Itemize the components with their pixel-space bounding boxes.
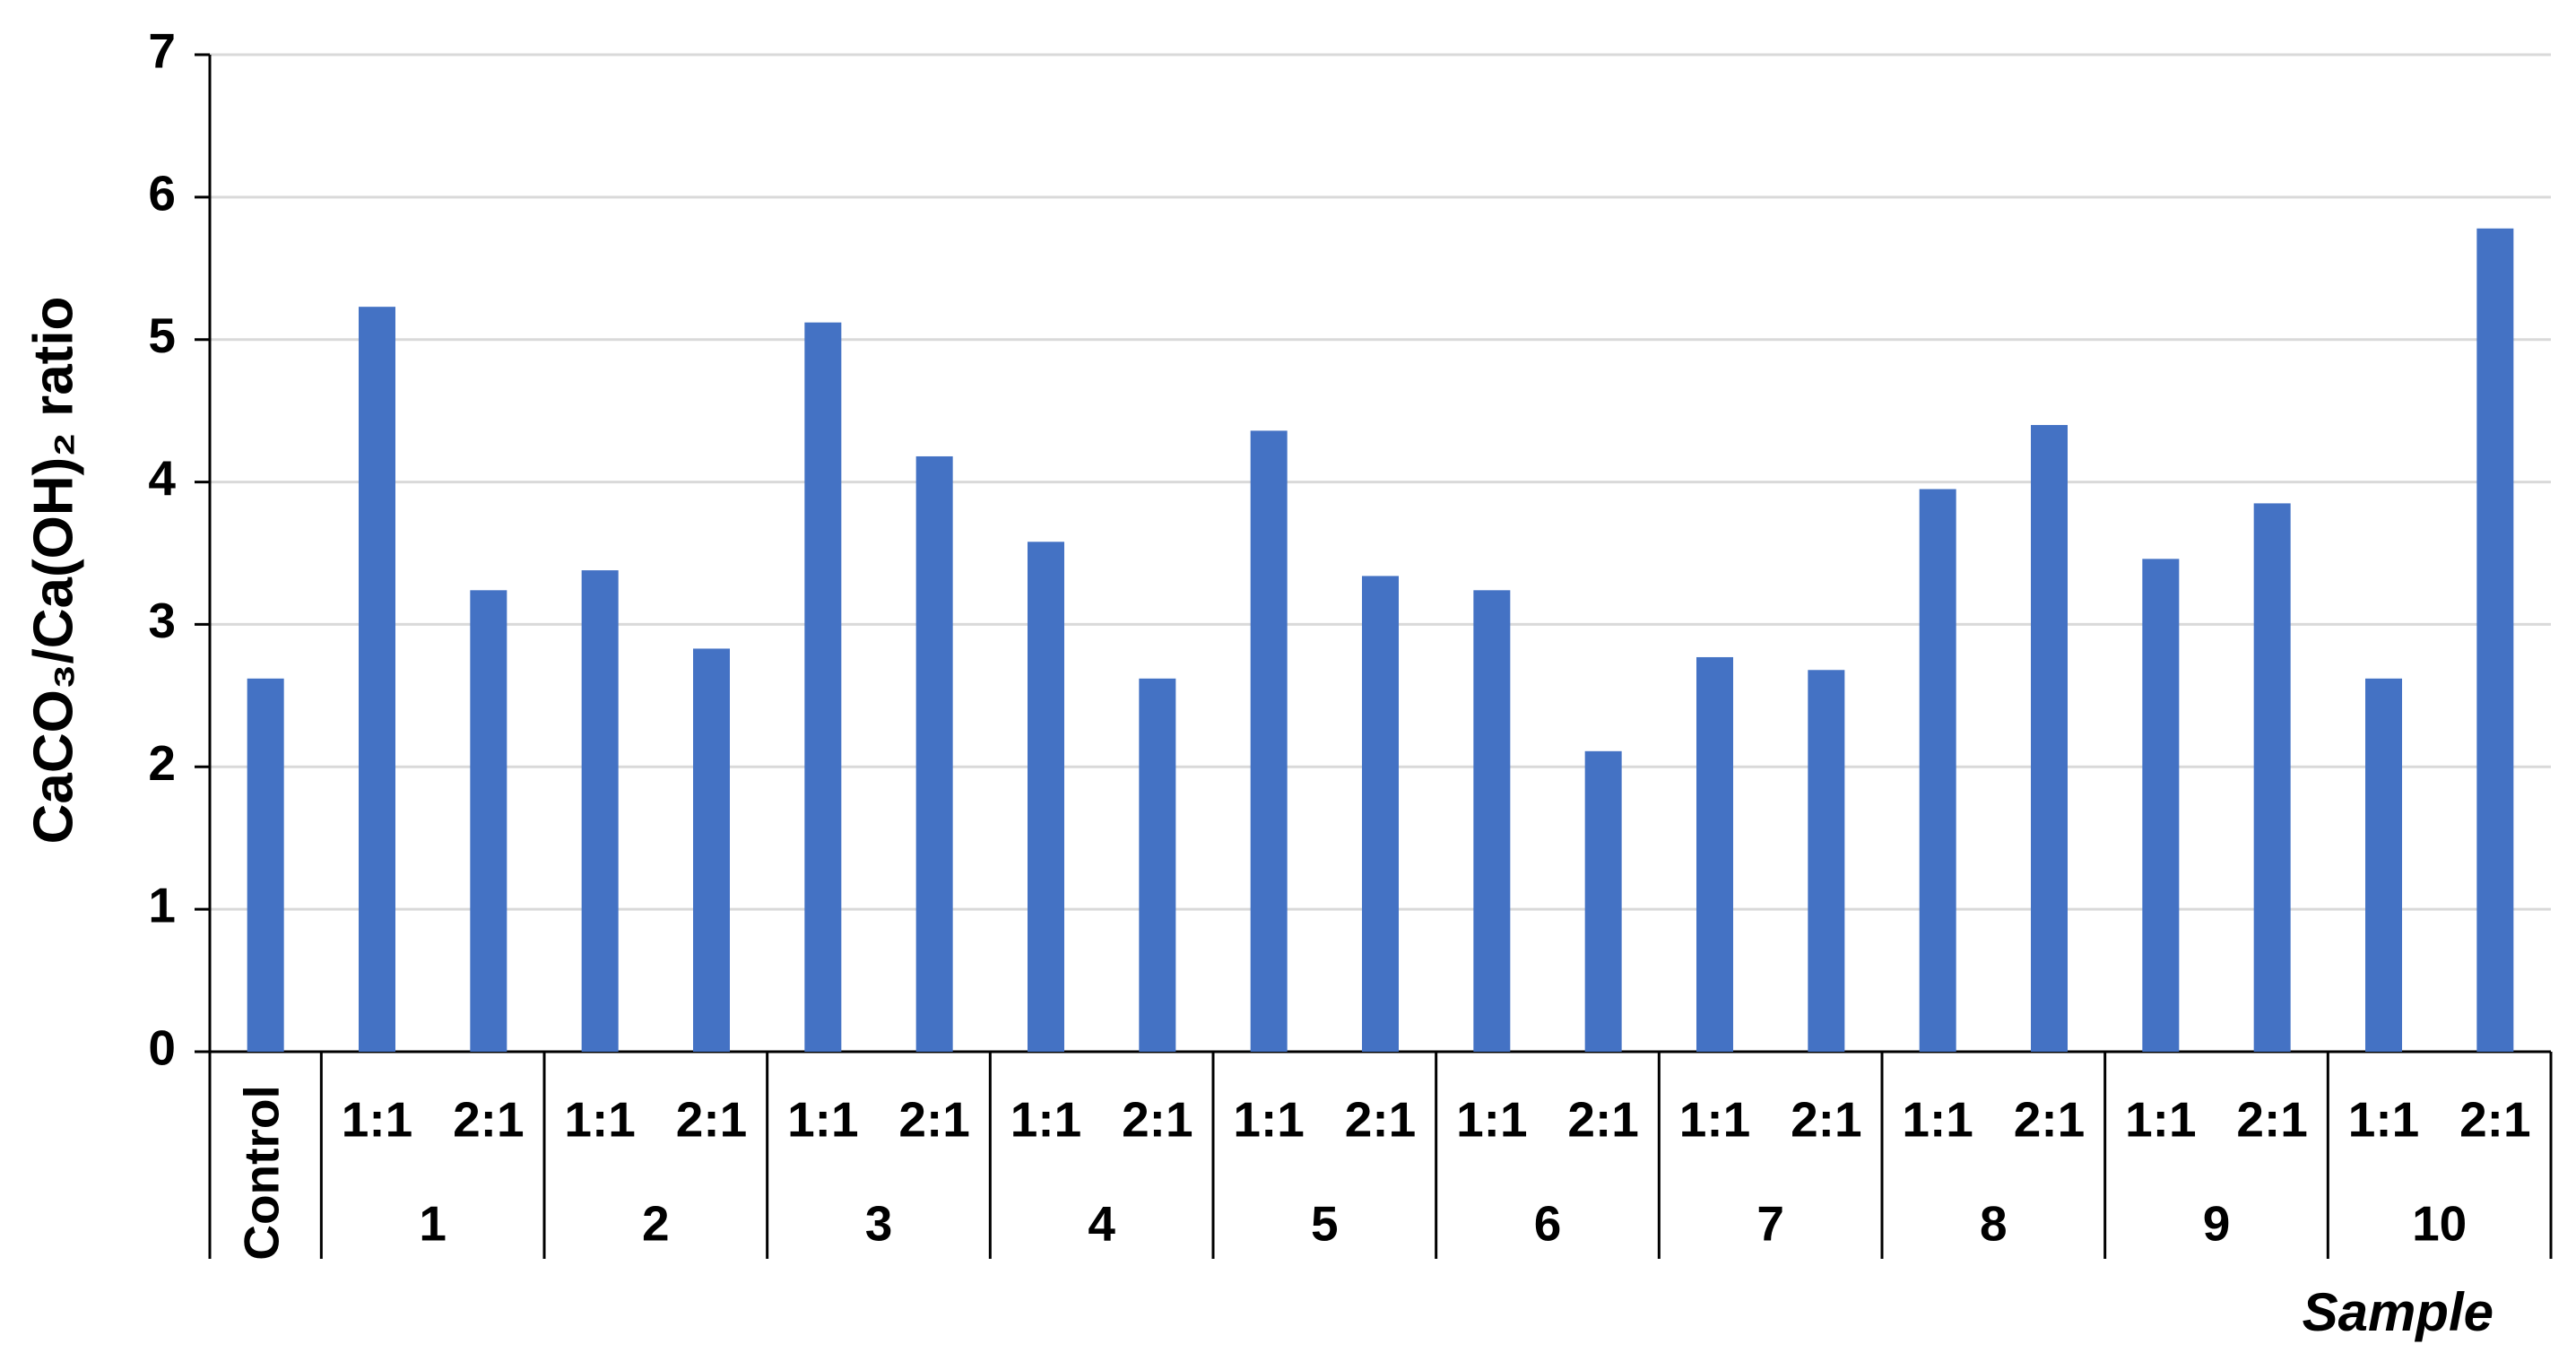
bar xyxy=(2253,503,2291,1052)
bar xyxy=(1250,430,1288,1053)
x-tick-label: 1:1 xyxy=(1233,1092,1305,1148)
x-tick-label: 1:1 xyxy=(2125,1092,2197,1148)
x-tick-label: 2:1 xyxy=(898,1092,970,1148)
y-tick-label: 2 xyxy=(148,735,176,791)
bar xyxy=(359,307,395,1053)
x-axis-label: Sample xyxy=(2303,1282,2494,1342)
bar xyxy=(470,590,507,1052)
x-tick-label: 2:1 xyxy=(676,1092,748,1148)
x-tick-label: 2:1 xyxy=(2459,1092,2531,1148)
y-axis-label: CaCO₃/Ca(OH)₂ ratio xyxy=(22,297,84,845)
bar xyxy=(247,678,284,1052)
x-tick-label: 1:1 xyxy=(1456,1092,1528,1148)
group-label: 4 xyxy=(1088,1196,1115,1252)
y-tick-label: 5 xyxy=(148,308,176,363)
group-label: 2 xyxy=(642,1196,670,1252)
x-tick-label: 2:1 xyxy=(1567,1092,1639,1148)
y-tick-label: 3 xyxy=(148,593,176,648)
bar xyxy=(1584,750,1622,1052)
bar xyxy=(804,322,842,1052)
x-tick-label: 2:1 xyxy=(1345,1092,1417,1148)
group-label: 3 xyxy=(865,1196,893,1252)
bar xyxy=(2142,559,2180,1052)
x-tick-label: 2:1 xyxy=(2236,1092,2308,1148)
bar xyxy=(2031,425,2068,1052)
bar xyxy=(581,570,619,1052)
y-tick-label: 0 xyxy=(148,1020,176,1076)
group-label: 5 xyxy=(1311,1196,1339,1252)
x-tick-label: 1:1 xyxy=(1010,1092,1082,1148)
bar xyxy=(1028,542,1064,1052)
group-label: 8 xyxy=(1980,1196,2008,1252)
bar xyxy=(1919,489,1956,1052)
bar xyxy=(2476,228,2514,1052)
x-tick-label: 2:1 xyxy=(453,1092,525,1148)
group-label: 6 xyxy=(1534,1196,1562,1252)
x-tick-label: 2:1 xyxy=(2014,1092,2086,1148)
group-label: 9 xyxy=(2203,1196,2231,1252)
x-tick-label: 1:1 xyxy=(787,1092,859,1148)
x-tick-label: 1:1 xyxy=(564,1092,636,1148)
y-tick-label: 4 xyxy=(148,450,176,506)
x-tick-label: 1:1 xyxy=(342,1092,413,1148)
group-label: 7 xyxy=(1756,1196,1784,1252)
group-label: 1 xyxy=(419,1196,447,1252)
group-label: 10 xyxy=(2412,1196,2467,1252)
bar xyxy=(1139,678,1176,1052)
x-tick-label: 1:1 xyxy=(1902,1092,1973,1148)
x-tick-label: Control xyxy=(234,1085,290,1261)
bar xyxy=(1362,576,1399,1052)
y-tick-label: 6 xyxy=(148,165,176,221)
bar xyxy=(1473,590,1511,1052)
bar xyxy=(915,455,953,1052)
bar xyxy=(1808,670,1845,1052)
x-tick-label: 1:1 xyxy=(2348,1092,2420,1148)
x-tick-label: 2:1 xyxy=(1791,1092,1862,1148)
bar xyxy=(693,648,730,1052)
x-tick-label: 1:1 xyxy=(1679,1092,1751,1148)
bar xyxy=(1696,656,1733,1052)
y-tick-label: 7 xyxy=(148,23,176,79)
bar xyxy=(2365,678,2402,1052)
x-tick-label: 2:1 xyxy=(1122,1092,1193,1148)
y-tick-label: 1 xyxy=(148,878,176,933)
